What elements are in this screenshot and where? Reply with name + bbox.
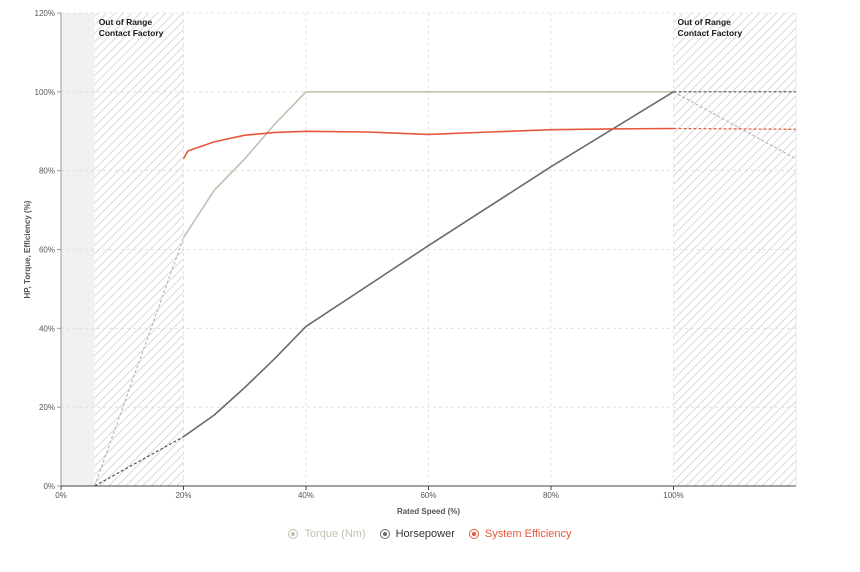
x-tick-label: 60%	[420, 491, 436, 500]
y-tick-label: 60%	[39, 246, 55, 255]
legend-label: Torque (Nm)	[304, 528, 366, 540]
horsepower-line	[183, 91, 674, 438]
legend-label: System Efficiency	[484, 528, 572, 540]
y-axis-title: HP, Torque, Efficiency (%)	[23, 200, 32, 298]
contact-factory-label: Contact Factory	[99, 28, 164, 38]
legend: Torque (Nm) Horsepower System Efficiency	[0, 528, 860, 540]
legend-item-system-efficiency[interactable]: System Efficiency	[468, 528, 572, 540]
system-efficiency-dashed-right	[673, 127, 796, 130]
out-of-range-label: Out of Range	[678, 17, 732, 27]
legend-marker-icon	[468, 529, 479, 539]
horsepower-dashed-left	[94, 436, 184, 486]
x-tick-label: 80%	[543, 491, 559, 500]
torque-nm-dashed-right	[673, 91, 796, 160]
y-tick-label: 100%	[35, 88, 55, 97]
legend-marker-icon	[288, 529, 299, 539]
x-tick-label: 20%	[175, 491, 191, 500]
chart-svg: 0% 20% 40% 60% 80% 100% 120% 0% 20% 40% 60% 80% 100%…	[23, 9, 797, 516]
x-tick-label: 40%	[298, 491, 314, 500]
x-tick-label: 0%	[55, 491, 67, 500]
y-tick-label: 80%	[39, 167, 55, 176]
x-tick-label: 100%	[663, 491, 683, 500]
contact-factory-label: Contact Factory	[678, 28, 743, 38]
legend-item-torque-nm[interactable]: Torque (Nm)	[288, 528, 366, 540]
y-tick-label: 120%	[35, 9, 55, 18]
y-tick-label: 20%	[39, 403, 55, 412]
torque-nm-line	[182, 91, 674, 239]
out-of-range-label: Out of Range	[99, 17, 153, 27]
legend-item-horsepower[interactable]: Horsepower	[379, 528, 455, 540]
legend-label: Horsepower	[395, 528, 455, 540]
system-efficiency-line	[182, 127, 674, 160]
shaded-region	[61, 13, 95, 486]
y-tick-label: 40%	[39, 324, 55, 333]
torque-nm-dashed-left	[94, 237, 185, 486]
x-axis-title: Rated Speed (%)	[397, 507, 460, 516]
legend-marker-icon	[379, 529, 390, 539]
y-tick-label: 0%	[43, 482, 55, 491]
